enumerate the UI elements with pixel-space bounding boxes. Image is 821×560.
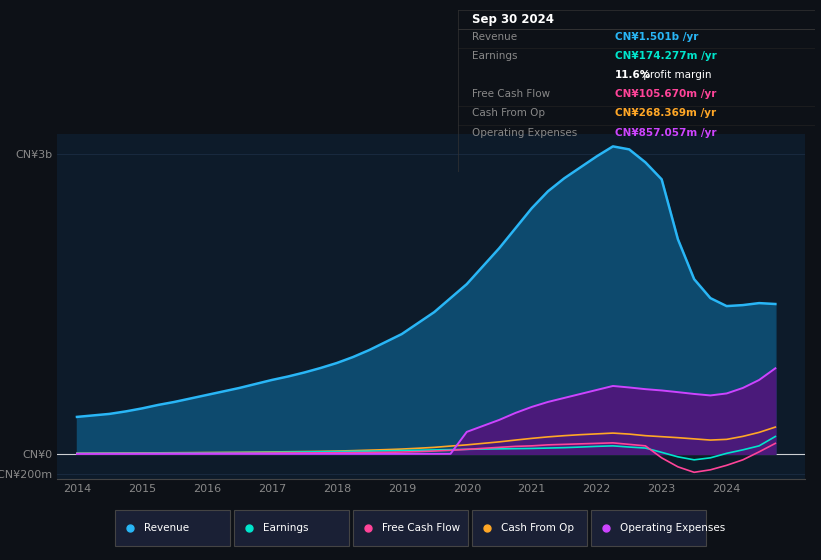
Text: Free Cash Flow: Free Cash Flow	[472, 90, 551, 99]
Text: Earnings: Earnings	[472, 51, 518, 61]
Text: CN¥105.670m /yr: CN¥105.670m /yr	[615, 90, 717, 99]
FancyBboxPatch shape	[353, 510, 468, 546]
Text: profit margin: profit margin	[640, 70, 712, 80]
FancyBboxPatch shape	[234, 510, 349, 546]
Text: Sep 30 2024: Sep 30 2024	[472, 13, 554, 26]
Text: Cash From Op: Cash From Op	[501, 523, 574, 533]
Text: 11.6%: 11.6%	[615, 70, 652, 80]
Text: CN¥857.057m /yr: CN¥857.057m /yr	[615, 128, 717, 138]
Text: Operating Expenses: Operating Expenses	[472, 128, 578, 138]
Text: Earnings: Earnings	[263, 523, 308, 533]
FancyBboxPatch shape	[472, 510, 587, 546]
FancyBboxPatch shape	[115, 510, 230, 546]
Text: CN¥268.369m /yr: CN¥268.369m /yr	[615, 109, 717, 119]
Text: Revenue: Revenue	[144, 523, 189, 533]
Text: Cash From Op: Cash From Op	[472, 109, 545, 119]
Text: Free Cash Flow: Free Cash Flow	[382, 523, 460, 533]
Text: CN¥1.501b /yr: CN¥1.501b /yr	[615, 32, 699, 42]
Text: Revenue: Revenue	[472, 32, 517, 42]
Text: Operating Expenses: Operating Expenses	[620, 523, 725, 533]
FancyBboxPatch shape	[591, 510, 706, 546]
Text: CN¥174.277m /yr: CN¥174.277m /yr	[615, 51, 717, 61]
